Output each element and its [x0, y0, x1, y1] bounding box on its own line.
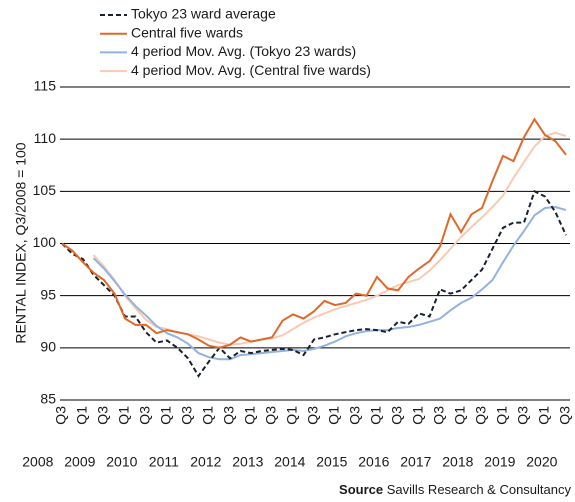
- x-tick-label: Q1: [116, 406, 132, 425]
- x-tick-label: Q1: [284, 406, 300, 425]
- year-label: 2016: [358, 454, 389, 470]
- x-tick-label: Q1: [158, 406, 174, 425]
- x-tick-label: Q3: [431, 406, 447, 425]
- year-label: 2012: [190, 454, 221, 470]
- year-label: 2014: [274, 454, 305, 470]
- x-tick-label: Q3: [473, 406, 489, 425]
- series-line: [92, 205, 567, 361]
- x-tick-label: Q1: [368, 406, 384, 425]
- x-tick-label: Q3: [515, 406, 531, 425]
- series-line: [61, 189, 567, 378]
- legend-label: 4 period Mov. Avg. (Central five wards): [131, 62, 371, 78]
- year-label: 2011: [149, 454, 179, 470]
- x-tick-label: Q1: [536, 406, 552, 425]
- year-label: 2009: [64, 454, 95, 470]
- year-label: 2010: [106, 454, 137, 470]
- y-tick-label: 100: [33, 234, 57, 250]
- x-tick-label: Q3: [137, 406, 153, 425]
- x-tick-label: Q3: [53, 406, 69, 425]
- x-tick-label: Q3: [305, 406, 321, 425]
- y-tick-label: 90: [40, 339, 56, 355]
- y-tick-label: 115: [34, 78, 57, 94]
- x-tick-label: Q1: [410, 406, 426, 425]
- x-tick-label: Q3: [221, 406, 237, 425]
- y-tick-label: 95: [40, 286, 56, 302]
- x-tick-label: Q1: [74, 406, 90, 425]
- x-tick-label: Q3: [263, 406, 279, 425]
- y-tick-label: 110: [34, 130, 57, 146]
- legend-label: 4 period Mov. Avg. (Tokyo 23 wards): [131, 43, 356, 59]
- x-tick-label: Q1: [200, 406, 216, 425]
- source: Source Savills Research & Consultancy: [339, 482, 571, 497]
- year-label: 2013: [232, 454, 263, 470]
- year-label: 2017: [400, 454, 431, 470]
- y-tick-label: 105: [33, 182, 57, 198]
- legend-label: Central five wards: [131, 24, 243, 40]
- source-text: Savills Research & Consultancy: [387, 482, 572, 497]
- x-tick-label: Q1: [452, 406, 468, 425]
- x-tick-label: Q3: [179, 406, 195, 425]
- x-tick-label: Q3: [389, 406, 405, 425]
- x-tick-label: Q3: [347, 406, 363, 425]
- year-label: 2019: [484, 454, 515, 470]
- series-line: [61, 117, 567, 349]
- year-label: 2020: [526, 454, 557, 470]
- series-line: [92, 131, 567, 346]
- x-tick-label: Q1: [494, 406, 510, 425]
- year-label: 2018: [442, 454, 473, 470]
- x-tick-label: Q1: [242, 406, 258, 425]
- source-label: Source: [339, 482, 383, 497]
- x-tick-label: Q1: [326, 406, 342, 425]
- year-label: 2015: [316, 454, 347, 470]
- y-axis-label: RENTAL INDEX, Q3/2008 = 100: [13, 142, 29, 343]
- x-tick-label: Q3: [557, 406, 573, 425]
- y-tick-label: 85: [40, 391, 56, 407]
- legend-label: Tokyo 23 ward average: [131, 6, 276, 22]
- year-label: 2008: [22, 454, 53, 470]
- x-tick-label: Q3: [95, 406, 111, 425]
